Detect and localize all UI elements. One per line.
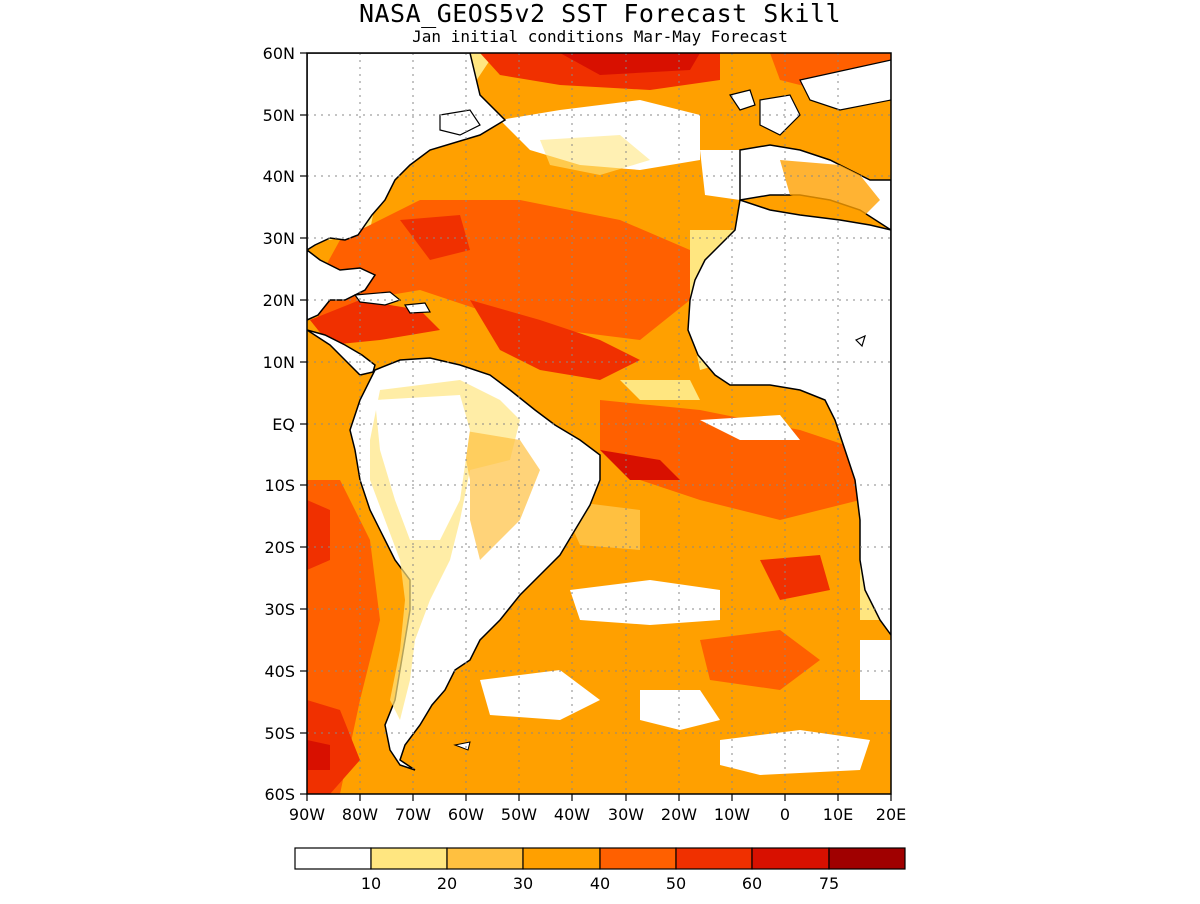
colorbar-swatch xyxy=(828,847,906,870)
lat-label: 10S xyxy=(264,476,295,495)
lon-label: 60W xyxy=(448,805,484,824)
lat-label: 60N xyxy=(263,44,295,63)
colorbar: 10 20 30 40 50 60 75 xyxy=(294,847,906,893)
lat-label: 20N xyxy=(263,291,295,310)
colorbar-swatch xyxy=(370,847,448,870)
colorbar-swatch xyxy=(446,847,524,870)
colorbar-swatch xyxy=(294,847,372,870)
lat-label: 60S xyxy=(264,785,295,804)
colorbar-swatch xyxy=(675,847,753,870)
skill-field xyxy=(307,53,891,794)
lon-label: 40W xyxy=(554,805,590,824)
colorbar-label: 10 xyxy=(361,874,381,893)
colorbar-swatch xyxy=(751,847,830,870)
lon-label: 10E xyxy=(823,805,853,824)
chart-title: NASA_GEOS5v2 SST Forecast Skill xyxy=(358,0,842,28)
lat-label: 30S xyxy=(264,600,295,619)
lon-label: 20E xyxy=(876,805,906,824)
colorbar-label: 75 xyxy=(819,874,839,893)
axis-ticks xyxy=(300,52,892,801)
colorbar-swatch xyxy=(599,847,677,870)
lat-label: 40S xyxy=(264,662,295,681)
colorbar-label: 20 xyxy=(437,874,457,893)
map-grid xyxy=(307,53,891,794)
lat-label: EQ xyxy=(272,415,295,434)
lon-label: 20W xyxy=(661,805,697,824)
lat-label: 30N xyxy=(263,229,295,248)
lon-label: 0 xyxy=(780,805,790,824)
chart-subtitle: Jan initial conditions Mar-May Forecast xyxy=(412,27,788,46)
lat-label: 10N xyxy=(263,353,295,372)
colorbar-label: 30 xyxy=(513,874,533,893)
lat-labels: 60N 50N 40N 30N 20N 10N EQ 10S 20S 30S 4… xyxy=(263,44,295,804)
lon-label: 30W xyxy=(608,805,644,824)
lon-label: 10W xyxy=(714,805,750,824)
lon-label: 50W xyxy=(501,805,537,824)
lat-label: 20S xyxy=(264,538,295,557)
lon-label: 80W xyxy=(342,805,378,824)
colorbar-label: 40 xyxy=(590,874,610,893)
colorbar-label: 60 xyxy=(742,874,762,893)
colorbar-label: 50 xyxy=(666,874,686,893)
lon-labels: 90W 80W 70W 60W 50W 40W 30W 20W 10W 0 10… xyxy=(289,805,906,824)
lat-label: 50N xyxy=(263,106,295,125)
colorbar-swatch xyxy=(522,847,601,870)
lon-label: 90W xyxy=(289,805,325,824)
lon-label: 70W xyxy=(395,805,431,824)
lat-label: 50S xyxy=(264,724,295,743)
lat-label: 40N xyxy=(263,167,295,186)
